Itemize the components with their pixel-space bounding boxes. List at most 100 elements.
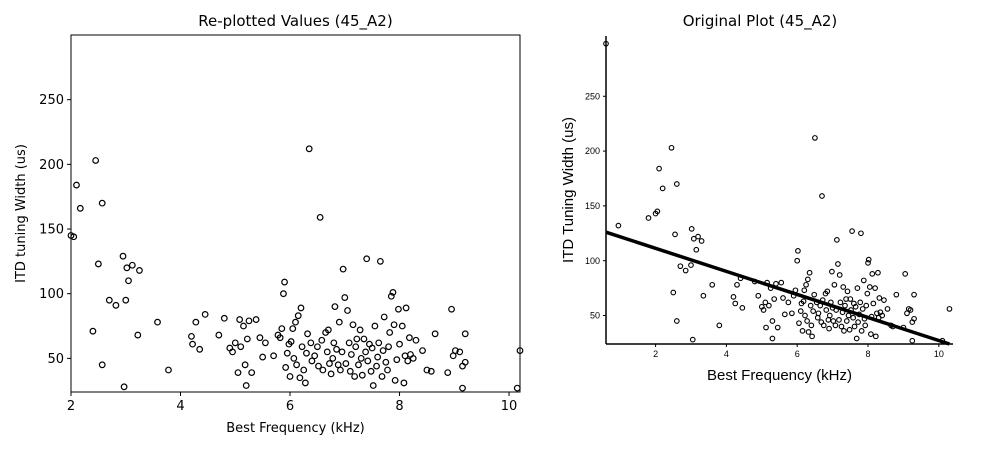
data-point xyxy=(803,281,809,288)
data-point xyxy=(241,361,249,369)
data-point xyxy=(389,289,397,296)
y-tick-label: 100 xyxy=(39,287,64,302)
data-point xyxy=(855,319,861,325)
data-point xyxy=(858,327,865,334)
data-point xyxy=(307,339,315,347)
data-point xyxy=(379,347,387,355)
x-axis-label: Best Frequency (kHz) xyxy=(226,421,364,436)
right-chart-title: Original Plot (45_A2) xyxy=(682,12,838,30)
data-point xyxy=(402,304,410,312)
data-point xyxy=(893,291,900,298)
data-point xyxy=(762,299,769,306)
data-point xyxy=(330,339,338,347)
data-point xyxy=(799,327,806,334)
data-point xyxy=(298,343,306,351)
data-point xyxy=(826,312,833,319)
data-point xyxy=(807,302,814,309)
data-point xyxy=(297,304,305,312)
data-point xyxy=(390,321,398,329)
data-point xyxy=(716,322,723,329)
data-point xyxy=(98,361,106,369)
x-tick-label: 6 xyxy=(286,399,294,414)
data-point xyxy=(846,326,853,333)
data-point xyxy=(853,335,860,342)
data-point xyxy=(367,367,375,375)
data-point xyxy=(695,233,701,240)
data-point xyxy=(836,272,843,278)
data-point xyxy=(946,306,953,312)
data-point xyxy=(431,330,439,338)
data-point xyxy=(333,345,340,353)
data-point xyxy=(347,351,355,358)
data-point xyxy=(865,256,872,263)
data-point xyxy=(814,314,821,321)
data-point xyxy=(797,308,804,314)
data-point xyxy=(427,367,435,375)
data-point xyxy=(136,267,143,274)
data-point xyxy=(516,347,524,355)
data-point xyxy=(339,265,347,273)
data-point xyxy=(451,347,459,355)
data-point xyxy=(326,360,333,367)
data-point xyxy=(645,215,652,221)
data-point xyxy=(755,292,762,299)
data-point xyxy=(832,322,839,329)
data-point xyxy=(875,269,881,276)
data-point xyxy=(845,312,852,319)
data-point xyxy=(358,371,366,379)
data-point xyxy=(396,340,403,348)
data-point xyxy=(842,302,848,309)
data-point xyxy=(331,303,339,311)
right-chart-panel: Original Plot (45_A2) 2 4 6 8 10 50 100 150 200 2… xyxy=(540,0,1000,450)
data-point xyxy=(346,367,354,375)
data-point xyxy=(319,366,327,374)
data-point xyxy=(122,296,130,304)
data-point xyxy=(315,362,322,370)
data-point xyxy=(360,335,368,343)
data-point xyxy=(287,338,295,345)
data-point xyxy=(847,296,854,302)
data-point xyxy=(405,334,413,342)
data-point xyxy=(311,352,319,360)
data-point xyxy=(682,267,689,274)
data-point xyxy=(615,222,622,229)
data-point xyxy=(231,339,239,347)
data-point xyxy=(829,268,835,275)
data-point xyxy=(654,208,661,215)
data-point xyxy=(831,281,838,288)
data-point xyxy=(240,322,247,330)
data-point xyxy=(324,326,332,334)
data-point xyxy=(76,204,84,212)
data-point xyxy=(778,279,785,286)
data-point xyxy=(356,326,364,334)
data-point xyxy=(789,310,795,317)
x-tick-label: 2 xyxy=(653,349,658,359)
data-point xyxy=(837,299,844,306)
data-point xyxy=(120,383,128,391)
data-point xyxy=(242,382,250,389)
data-point xyxy=(808,322,815,329)
left-chart-panel: Re-plotted Values (45_A2) 2 4 6 8 10 50 100 150… xyxy=(14,12,524,436)
data-point xyxy=(105,296,113,304)
right-scatter-plot: 2 4 6 8 10 50 100 150 200 250 Best Frequency (kHz)… xyxy=(560,36,953,384)
data-point xyxy=(229,348,236,356)
data-point xyxy=(395,305,402,313)
data-point xyxy=(459,384,466,392)
data-point xyxy=(781,311,788,318)
data-point xyxy=(672,231,678,238)
data-point xyxy=(795,247,801,254)
data-point xyxy=(689,336,696,343)
data-point xyxy=(851,323,858,330)
data-point xyxy=(245,317,253,325)
data-point xyxy=(259,353,267,361)
data-point xyxy=(448,305,455,313)
data-point xyxy=(375,339,383,347)
data-point xyxy=(869,271,876,277)
data-point xyxy=(802,312,808,319)
x-tick-label: 4 xyxy=(176,399,184,414)
data-point xyxy=(357,354,365,362)
data-point xyxy=(739,304,746,311)
plot-frame xyxy=(70,34,521,393)
data-point xyxy=(373,362,380,370)
data-point xyxy=(283,349,291,357)
